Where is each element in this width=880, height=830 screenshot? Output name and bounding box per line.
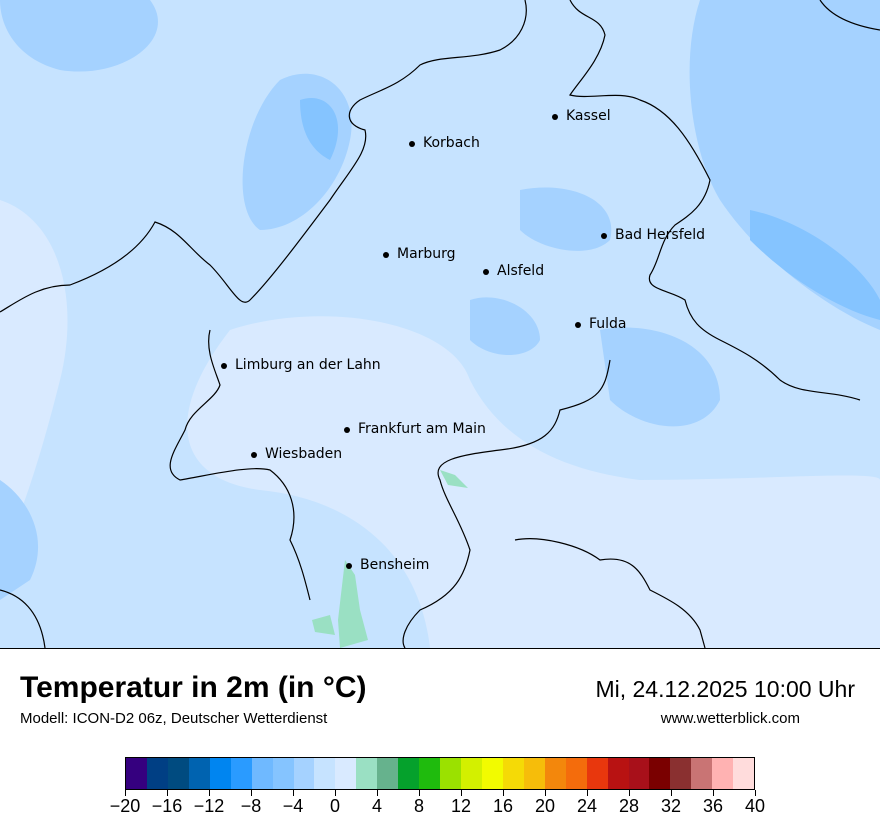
city-label: Alsfeld [497,263,544,279]
city-label: Kassel [566,108,611,124]
colorbar-bin [733,758,755,789]
colorbar-bin [691,758,713,789]
colorbar-tick-label: 28 [618,796,640,816]
colorbar-tick-label: 24 [576,796,598,816]
colorbar-tick [503,790,504,796]
colorbar-bin [167,758,189,789]
colorbar-bin [628,758,650,789]
forecast-datetime: Mi, 24.12.2025 10:00 Uhr [595,676,855,702]
colorbar-bin [565,758,587,789]
colorbar-tick-label: 32 [660,796,682,816]
colorbar-bin [607,758,629,789]
colorbar-tick-label: 0 [329,796,341,816]
map-title: Temperatur in 2m (in °C) [20,671,367,704]
colorbar-tick-label: 16 [492,796,514,816]
colorbar-tick [167,790,168,796]
colorbar-tick-label: −8 [240,796,262,816]
colorbar-tick [419,790,420,796]
city-fulda: Fulda [575,316,627,332]
temperature-shading [0,0,880,648]
model-source: Modell: ICON-D2 06z, Deutscher Wetterdie… [20,710,328,727]
city-markers: Kassel Korbach Bad Hersfeld Marburg Alsf… [221,108,705,573]
colorbar-bin [440,758,461,789]
city-korbach: Korbach [409,135,480,151]
city-label: Bad Hersfeld [615,227,705,243]
colorbar-bin [586,758,608,789]
colorbar-tick-label: 12 [450,796,472,816]
colorbar-bin [481,758,503,789]
city-label: Wiesbaden [265,446,342,462]
colorbar [125,757,755,790]
colorbar-bin [377,758,399,789]
colorbar-bin [314,758,336,789]
website-link[interactable]: www.wetterblick.com [660,710,800,727]
city-frankfurt: Frankfurt am Main [344,421,486,437]
colorbar-tick [251,790,252,796]
city-limburg: Limburg an der Lahn [221,357,381,373]
city-bad-hersfeld: Bad Hersfeld [601,227,705,243]
colorbar-tick [545,790,546,796]
colorbar-tick-label: −16 [151,796,183,816]
colorbar-tick [209,790,210,796]
city-label: Marburg [397,246,456,262]
colorbar-tick [629,790,630,796]
colorbar-bin [209,758,231,789]
city-label: Frankfurt am Main [358,421,486,437]
city-alsfeld: Alsfeld [483,263,544,279]
colorbar-bin [523,758,545,789]
colorbar-bin [712,758,734,789]
city-label: Korbach [423,135,480,151]
city-bensheim: Bensheim [346,557,429,573]
city-label: Limburg an der Lahn [235,357,381,373]
colorbar-bin [649,758,671,789]
colorbar-bin [335,758,357,789]
colorbar-bin [461,758,482,789]
temperature-map: Kassel Korbach Bad Hersfeld Marburg Alsf… [0,0,880,649]
colorbar-bin [126,758,147,789]
colorbar-bin [146,758,168,789]
colorbar-tick [125,790,126,796]
colorbar-tick [293,790,294,796]
city-label: Bensheim [360,557,429,573]
colorbar-bin [502,758,524,789]
colorbar-tick-label: 36 [702,796,724,816]
colorbar-tick [587,790,588,796]
city-label: Fulda [589,316,627,332]
colorbar-tick [755,790,756,796]
colorbar-tick-label: −12 [193,796,225,816]
colorbar-bin [419,758,441,789]
city-wiesbaden: Wiesbaden [251,446,342,462]
colorbar-bin [272,758,294,789]
colorbar-tick [671,790,672,796]
colorbar-bin [398,758,420,789]
colorbar-tick-label: 8 [413,796,425,816]
colorbar-tick-label: −20 [109,796,141,816]
colorbar-bin [251,758,273,789]
colorbar-tick-label: −4 [282,796,304,816]
colorbar-tick [461,790,462,796]
city-kassel: Kassel [552,108,611,124]
colorbar-tick-label: 20 [534,796,556,816]
colorbar-bin [188,758,210,789]
colorbar-bin [230,758,252,789]
state-borders [0,0,880,648]
colorbar-tick [713,790,714,796]
colorbar-bin [544,758,566,789]
city-marburg: Marburg [383,246,456,262]
colorbar-ticks: −20 −16 −12 −8 −4 0 4 8 12 16 20 24 28 32 36 40 [110,790,765,830]
colorbar-tick-label: 4 [371,796,383,816]
colorbar-bin [293,758,315,789]
colorbar-bin [670,758,692,789]
colorbar-bin [356,758,378,789]
colorbar-tick [377,790,378,796]
colorbar-tick-label: 40 [744,796,766,816]
colorbar-tick [335,790,336,796]
